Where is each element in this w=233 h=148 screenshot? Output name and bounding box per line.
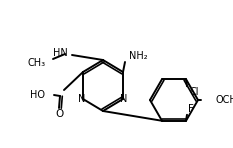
Text: HO: HO xyxy=(30,90,45,100)
Text: CH₃: CH₃ xyxy=(28,58,46,68)
Text: OCH₃: OCH₃ xyxy=(215,95,233,105)
Text: NH₂: NH₂ xyxy=(129,51,148,61)
Text: N: N xyxy=(78,94,86,104)
Text: F: F xyxy=(188,104,194,114)
Text: N: N xyxy=(120,94,128,104)
Text: Cl: Cl xyxy=(190,87,199,97)
Text: HN: HN xyxy=(53,48,68,58)
Text: O: O xyxy=(55,109,63,119)
